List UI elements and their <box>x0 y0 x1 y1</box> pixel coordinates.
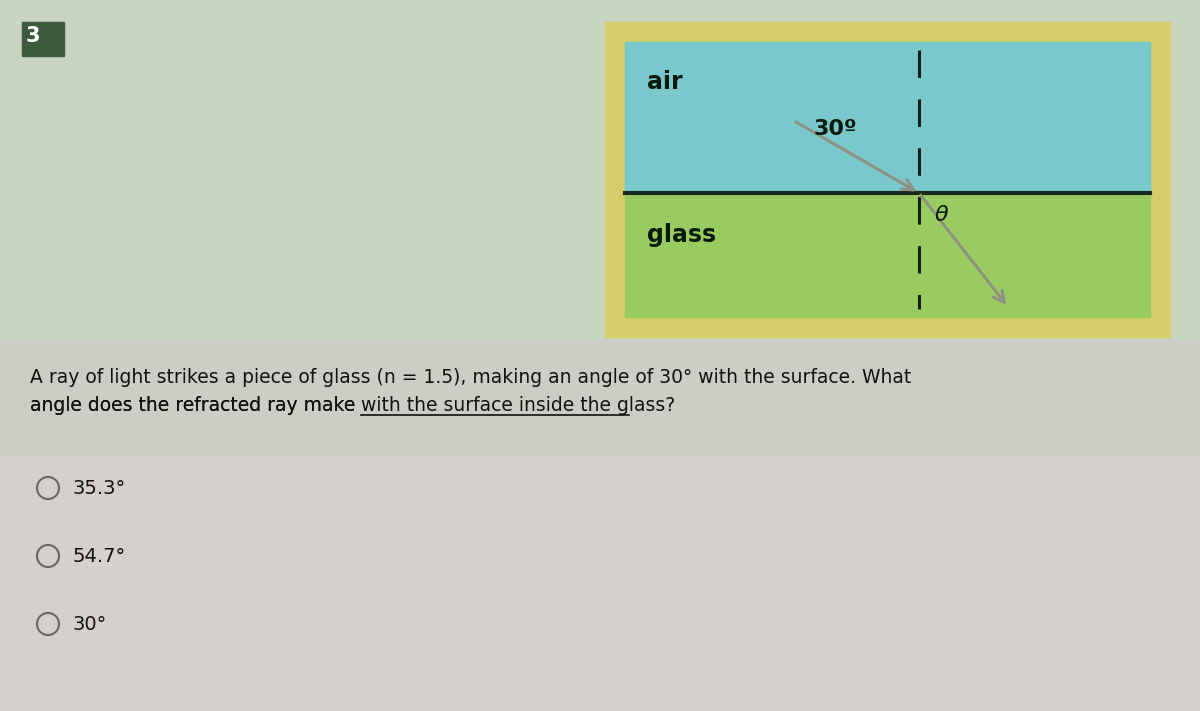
Text: with the surface inside the glass?: with the surface inside the glass? <box>361 396 676 415</box>
Text: air: air <box>647 70 683 94</box>
Text: glass: glass <box>647 223 716 247</box>
Bar <box>605 22 1170 337</box>
Text: 30°: 30° <box>72 614 107 634</box>
Bar <box>0 355 1200 711</box>
Text: angle does the refracted ray make: angle does the refracted ray make <box>30 396 361 415</box>
Bar <box>625 193 1150 317</box>
Text: A ray of light strikes a piece of glass (n = 1.5), making an angle of 30° with t: A ray of light strikes a piece of glass … <box>30 368 911 387</box>
Text: θ: θ <box>935 205 949 225</box>
Bar <box>0 340 1200 455</box>
Bar <box>22 22 64 56</box>
Text: 35.3°: 35.3° <box>72 479 125 498</box>
Text: 3: 3 <box>26 26 41 46</box>
Bar <box>0 0 1200 355</box>
Text: angle does the refracted ray make: angle does the refracted ray make <box>30 396 361 415</box>
Text: 30º: 30º <box>814 119 858 139</box>
Text: 54.7°: 54.7° <box>72 547 125 565</box>
Bar <box>625 42 1150 193</box>
